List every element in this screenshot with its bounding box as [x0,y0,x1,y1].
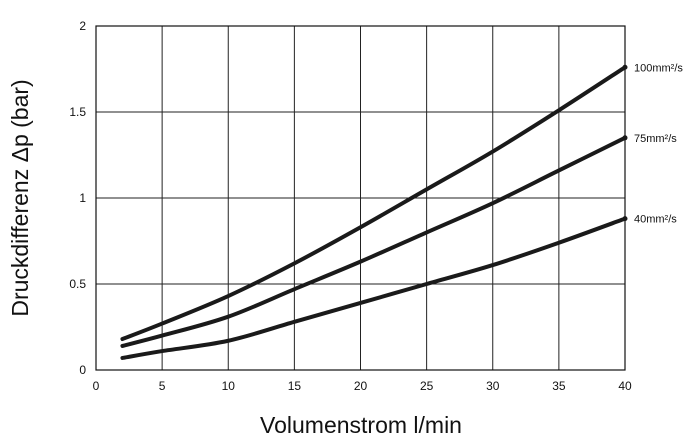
x-tick-label: 10 [222,379,236,393]
tick-labels: 0 5 10 15 20 25 30 35 40 0 0.5 1 1.5 2 [69,19,632,393]
y-tick-label: 0.5 [69,277,86,291]
y-tick-label: 0 [79,363,86,377]
series-label: 40mm²/s [634,214,677,226]
series-label: 75mm²/s [634,133,677,145]
series-end-point [622,64,628,70]
plot-frame [95,25,626,371]
y-tick-label: 1 [79,191,86,205]
x-tick-label: 15 [288,379,302,393]
x-tick-label: 0 [93,379,100,393]
x-tick-label: 5 [159,379,166,393]
grid [95,25,626,371]
y-tick-label: 2 [79,19,86,33]
x-tick-label: 40 [618,379,632,393]
y-tick-label: 1.5 [69,105,86,119]
series-end-point [622,135,628,141]
x-tick-label: 35 [552,379,566,393]
series-end-point [622,216,628,222]
series-line [120,216,627,360]
series-lines [120,64,628,360]
series-line [120,65,627,342]
x-tick-label: 20 [354,379,368,393]
y-axis-title: Druckdifferenz Δp (bar) [7,79,33,316]
x-axis-title: Volumenstrom l/min [260,412,462,436]
x-tick-label: 30 [486,379,500,393]
series-line [120,135,627,348]
x-tick-label: 25 [420,379,434,393]
series-labels: 100mm²/s 75mm²/s 40mm²/s [634,62,683,225]
series-label: 100mm²/s [634,62,683,74]
